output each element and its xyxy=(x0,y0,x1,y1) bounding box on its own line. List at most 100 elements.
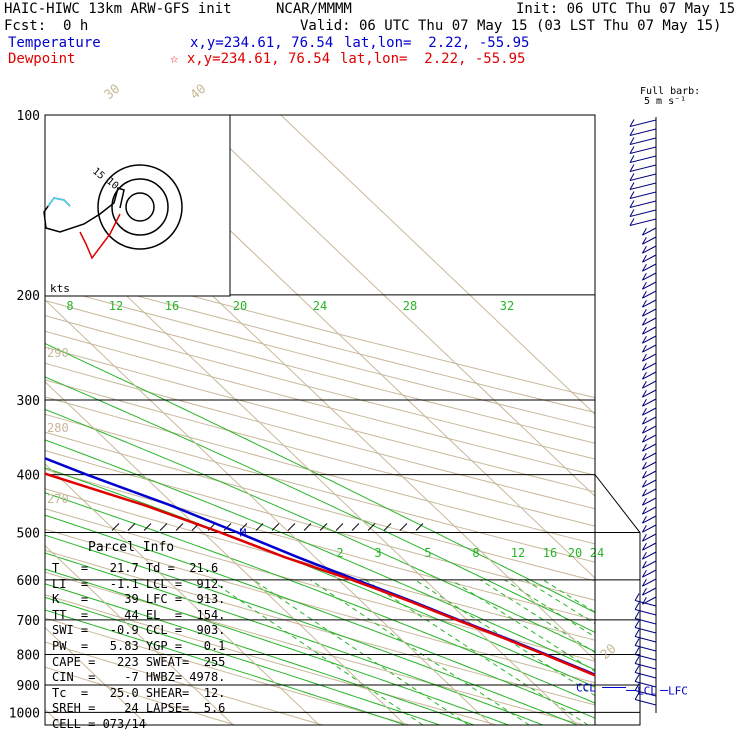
pressure-label: 200 xyxy=(17,289,40,304)
mixing-ratio-line xyxy=(253,579,469,725)
level-tick xyxy=(399,523,408,531)
dewpoint-xy: ☆ x,y=234.61, 76.54 xyxy=(170,51,331,67)
mixing-ratio-label: 20 xyxy=(233,299,247,313)
wind-barb xyxy=(642,551,657,560)
wind-barb-flag xyxy=(641,461,647,470)
wind-barb xyxy=(642,263,657,272)
wind-barb xyxy=(642,488,657,497)
parcel-info-row: CELL = 073/14 xyxy=(52,717,146,731)
hodograph-trace-lower xyxy=(79,213,121,260)
wind-barb xyxy=(629,119,657,127)
wind-barb xyxy=(642,443,657,452)
isotherm-label: 40 xyxy=(188,82,210,104)
mixing-ratio-label: 16 xyxy=(165,299,179,313)
wind-barb-flag xyxy=(641,236,647,245)
wind-barb-flag xyxy=(629,218,635,226)
level-tick xyxy=(367,523,376,531)
wind-barb-flag xyxy=(641,326,647,335)
wind-barb xyxy=(642,416,657,425)
wind-barb-flag xyxy=(641,254,647,263)
level-tick xyxy=(335,523,344,531)
wind-barb-flag xyxy=(641,380,647,389)
wind-barb-flag xyxy=(634,683,640,691)
m-marker-label: M xyxy=(240,527,247,540)
mixing-ratio-label: 28 xyxy=(403,299,417,313)
dry-adiabat xyxy=(45,617,410,725)
wind-barb-flag xyxy=(634,602,640,610)
pressure-label: 600 xyxy=(17,574,40,589)
hodograph-box xyxy=(44,114,231,297)
parcel-info-row: SREH = 24 LAPSE= 5.6 xyxy=(52,701,226,716)
lfc-marker-label: LFC xyxy=(668,684,688,697)
mixing-ratio-label: 2 xyxy=(336,546,343,560)
wind-barb-flag xyxy=(641,281,647,290)
dry-adiabat xyxy=(45,270,595,414)
moist-adiabat xyxy=(45,596,440,725)
dry-adiabat xyxy=(45,528,595,684)
wind-barb xyxy=(629,173,657,181)
wind-barb-flag xyxy=(629,164,635,172)
moist-adiabat xyxy=(45,342,595,614)
parcel-info-row: T = 21.7 Td = 21.6 xyxy=(52,561,219,575)
wind-barb xyxy=(642,470,657,479)
wind-barb-flag xyxy=(634,647,640,655)
wind-barb xyxy=(642,524,657,533)
wind-barb xyxy=(634,609,657,616)
wind-barb xyxy=(642,506,657,515)
temperature-xy: x,y=234.61, 76.54 xyxy=(190,35,334,51)
pressure-label: 300 xyxy=(17,394,40,409)
wind-barb xyxy=(642,353,657,362)
dry-adiabat xyxy=(45,508,595,662)
wind-barb-flag xyxy=(641,452,647,461)
mixing-ratio-line xyxy=(542,579,595,613)
wind-barb xyxy=(642,326,657,335)
wind-barb-flag xyxy=(641,371,647,380)
mixing-ratio-label: 32 xyxy=(500,299,514,313)
dewpoint-legend: Dewpoint xyxy=(8,51,76,67)
wind-barb xyxy=(642,299,657,308)
wind-barb-flag xyxy=(641,506,647,515)
mixing-ratio-label: 8 xyxy=(472,546,479,560)
level-tick xyxy=(303,523,312,531)
mixing-ratio-line xyxy=(209,579,424,725)
wind-barb-flag xyxy=(641,515,647,524)
temperature-profile xyxy=(45,456,595,677)
mixing-ratio-label: 24 xyxy=(313,299,327,313)
wind-barb-flag xyxy=(641,308,647,317)
barb-legend-title: Full barb: xyxy=(640,86,700,97)
plot-frame xyxy=(44,114,641,726)
wind-barb xyxy=(629,191,657,199)
wind-barb-flag xyxy=(634,674,640,682)
level-tick xyxy=(383,523,392,531)
dry-adiabat xyxy=(45,299,595,444)
mixing-ratio-line xyxy=(309,579,530,725)
moist-adiabat xyxy=(45,568,509,725)
wind-barb-flag xyxy=(634,620,640,628)
pressure-label: 1000 xyxy=(9,706,40,721)
wind-barb-flag xyxy=(641,569,647,578)
wind-barb-flag xyxy=(641,272,647,281)
wind-barb xyxy=(629,146,657,154)
mixing-ratio-label: 8 xyxy=(66,299,73,313)
lcl-marker-label: LCL xyxy=(637,684,657,697)
isotherm xyxy=(45,463,320,725)
mixing-ratio-label: 16 xyxy=(543,546,557,560)
wind-barb xyxy=(642,398,657,407)
parcel-info-title: Parcel Info xyxy=(88,540,175,555)
wind-barb-flag xyxy=(629,173,635,181)
model-title: HAIC-HIWC 13km ARW-GFS init xyxy=(4,1,232,17)
wind-barb-flag xyxy=(641,470,647,479)
moist-adiabat xyxy=(45,376,595,634)
pressure-label: 700 xyxy=(17,614,40,629)
parcel-info-row: SWI = -0.9 CCL = 903. xyxy=(52,623,226,638)
wind-barb-flag xyxy=(629,182,635,190)
wind-barb xyxy=(629,182,657,190)
wind-barb xyxy=(642,479,657,488)
wind-barb-flag xyxy=(641,488,647,497)
wind-barb-flag xyxy=(641,443,647,452)
wind-barb xyxy=(634,600,657,607)
wind-barb-flag xyxy=(634,665,640,673)
wind-barb xyxy=(634,618,657,625)
wind-barb xyxy=(634,699,657,706)
